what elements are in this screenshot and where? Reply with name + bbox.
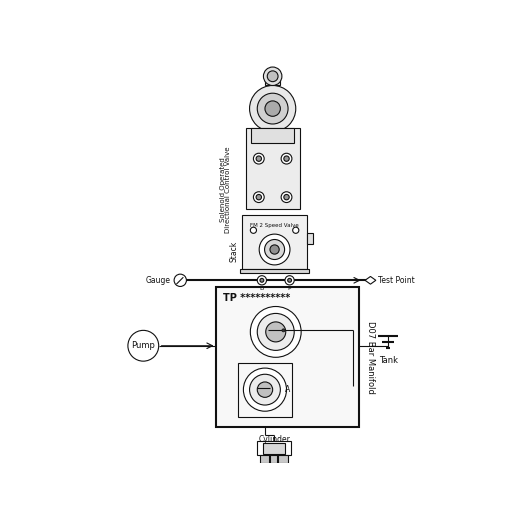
Bar: [238, 363, 292, 417]
Circle shape: [293, 227, 299, 233]
Text: A: A: [285, 385, 290, 394]
Circle shape: [257, 382, 272, 397]
Circle shape: [253, 153, 264, 164]
Circle shape: [266, 322, 286, 342]
Text: TP **********: TP **********: [223, 293, 290, 303]
Text: Test Point: Test Point: [378, 276, 415, 285]
Circle shape: [256, 156, 262, 161]
Circle shape: [243, 368, 287, 411]
Bar: [251, 128, 294, 143]
Text: Solenoid Operated: Solenoid Operated: [220, 157, 226, 222]
Bar: [242, 215, 307, 269]
Text: Directional Control Valve: Directional Control Valve: [225, 146, 231, 232]
Text: Stack: Stack: [230, 240, 239, 262]
Circle shape: [257, 276, 267, 285]
Circle shape: [260, 278, 264, 282]
Bar: [264, 443, 285, 453]
Circle shape: [265, 101, 280, 116]
Circle shape: [282, 329, 285, 332]
Circle shape: [257, 314, 294, 350]
Polygon shape: [365, 277, 376, 284]
Text: Pump: Pump: [132, 341, 155, 350]
Text: P: P: [288, 287, 291, 292]
Circle shape: [250, 306, 301, 357]
Bar: [307, 232, 314, 244]
Circle shape: [253, 192, 264, 202]
Text: D07 Bar Manifold: D07 Bar Manifold: [366, 321, 375, 394]
Bar: [261, 455, 288, 463]
Circle shape: [281, 192, 292, 202]
Circle shape: [250, 227, 256, 233]
Circle shape: [288, 278, 292, 282]
Circle shape: [257, 93, 288, 124]
Text: B: B: [260, 287, 264, 292]
Bar: [265, 76, 280, 85]
Text: Tank: Tank: [379, 356, 398, 365]
Circle shape: [174, 274, 186, 287]
Text: Gauge: Gauge: [146, 276, 171, 285]
Circle shape: [265, 240, 284, 259]
Circle shape: [128, 330, 159, 361]
Bar: [246, 128, 300, 209]
Circle shape: [284, 156, 289, 161]
Circle shape: [250, 85, 296, 132]
Circle shape: [264, 67, 282, 85]
Text: Cylinder: Cylinder: [258, 435, 290, 444]
Bar: [257, 441, 291, 455]
Text: FM 2 Speed Valve: FM 2 Speed Valve: [250, 223, 299, 228]
Circle shape: [285, 276, 294, 285]
Circle shape: [270, 245, 279, 254]
Circle shape: [250, 374, 280, 405]
Circle shape: [259, 234, 290, 265]
Bar: [216, 287, 359, 427]
Circle shape: [281, 153, 292, 164]
Circle shape: [284, 194, 289, 200]
Bar: [240, 269, 309, 274]
Circle shape: [256, 194, 262, 200]
Circle shape: [267, 71, 278, 82]
